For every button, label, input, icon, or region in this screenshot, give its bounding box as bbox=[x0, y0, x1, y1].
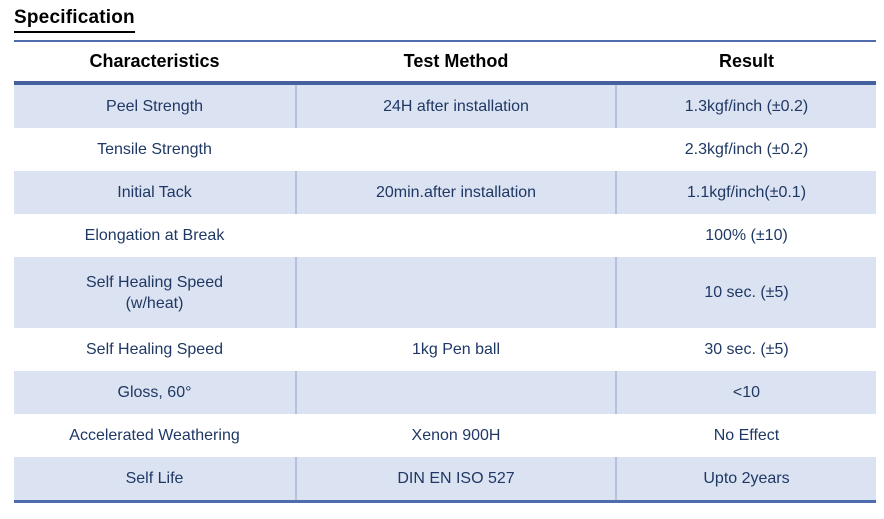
table-row: Accelerated Weathering Xenon 900H No Effec… bbox=[14, 414, 876, 457]
cell-result: 30 sec. (±5) bbox=[704, 341, 789, 358]
column-header-result: Result bbox=[718, 51, 774, 71]
table-row: Peel Strength 24H after installation 1.3kg… bbox=[14, 85, 876, 128]
table-row: Tensile Strength 2.3kgf/inch (±0.2) bbox=[14, 128, 876, 171]
cell-test-method bbox=[295, 128, 615, 171]
specification-table: Characteristics Test Method Result Peel … bbox=[14, 40, 876, 503]
table-row: Self Healing Speed 1kg Pen ball 30 sec. (±… bbox=[14, 328, 876, 371]
cell-test-method: 1kg Pen ball bbox=[411, 341, 501, 358]
table-row: Self Healing Speed (w/heat) 10 sec. (±5) bbox=[14, 257, 876, 328]
table-row: Initial Tack 20min.after installation 1.1k… bbox=[14, 171, 876, 214]
cell-characteristics: Gloss, 60° bbox=[117, 384, 192, 401]
cell-result: 1.3kgf/inch (±0.2) bbox=[615, 85, 876, 128]
cell-result: 1.1kgf/inch(±0.1) bbox=[615, 171, 876, 214]
table-row: Gloss, 60° <10 bbox=[14, 371, 876, 414]
cell-characteristics: Self Life bbox=[125, 470, 184, 487]
cell-test-method: Xenon 900H bbox=[411, 427, 501, 444]
cell-result: <10 bbox=[615, 371, 876, 414]
cell-test-method: DIN EN ISO 527 bbox=[295, 457, 615, 500]
cell-result: No Effect bbox=[713, 427, 780, 444]
table-row: Elongation at Break 100% (±10) bbox=[14, 214, 876, 257]
column-header-characteristics: Characteristics bbox=[89, 51, 220, 71]
cell-test-method: 20min.after installation bbox=[295, 171, 615, 214]
cell-characteristics: Elongation at Break bbox=[84, 227, 225, 244]
cell-test-method: 24H after installation bbox=[295, 85, 615, 128]
page-title: Specification bbox=[14, 7, 135, 33]
cell-result: 10 sec. (±5) bbox=[615, 257, 876, 328]
cell-characteristics: Self Healing Speed bbox=[86, 341, 223, 358]
table-row: Self Life DIN EN ISO 527 Upto 2years bbox=[14, 457, 876, 500]
table-header-row: Characteristics Test Method Result bbox=[14, 42, 876, 85]
cell-characteristics: Tensile Strength bbox=[97, 141, 212, 158]
cell-result: 2.3kgf/inch (±0.2) bbox=[684, 141, 809, 158]
cell-characteristics: Peel Strength bbox=[106, 98, 203, 115]
cell-test-method bbox=[295, 371, 615, 414]
cell-test-method bbox=[295, 214, 615, 257]
page: Specification Characteristics Test Metho… bbox=[14, 7, 876, 503]
cell-characteristics: Accelerated Weathering bbox=[69, 427, 240, 444]
cell-characteristics: Initial Tack bbox=[117, 184, 192, 201]
cell-characteristics: Self Healing Speed (w/heat) bbox=[86, 273, 223, 312]
cell-test-method bbox=[295, 257, 615, 328]
cell-result: 100% (±10) bbox=[705, 227, 788, 244]
column-header-test-method: Test Method bbox=[403, 51, 509, 71]
table-body: Peel Strength 24H after installation 1.3kg… bbox=[14, 85, 876, 500]
cell-result: Upto 2years bbox=[615, 457, 876, 500]
